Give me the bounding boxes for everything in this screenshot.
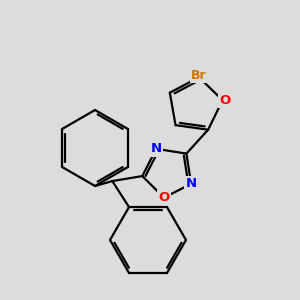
Text: N: N [186,177,197,190]
Text: O: O [219,94,230,106]
Text: N: N [151,142,162,155]
Text: O: O [158,191,169,204]
Text: Br: Br [191,69,207,82]
